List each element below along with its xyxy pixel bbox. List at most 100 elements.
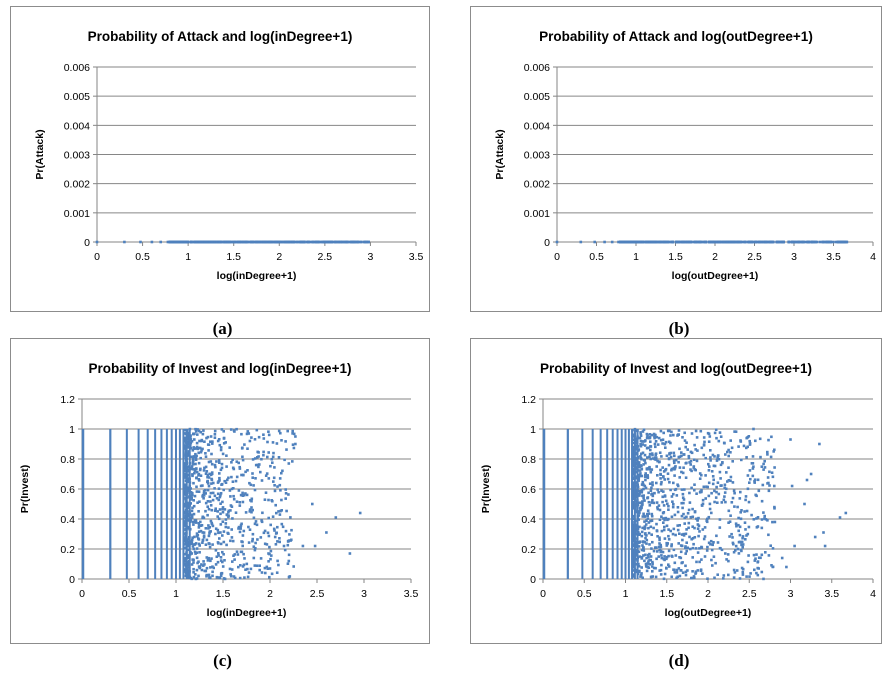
data-point xyxy=(217,576,221,579)
data-point xyxy=(662,475,665,479)
data-point xyxy=(186,527,190,530)
data-point xyxy=(263,542,267,546)
data-point xyxy=(674,458,678,462)
data-point xyxy=(650,533,653,536)
data-point xyxy=(240,540,243,543)
data-point xyxy=(643,514,646,518)
data-point xyxy=(183,240,186,244)
data-point xyxy=(655,501,659,504)
chart-title: Probability of Attack and log(outDegree+… xyxy=(539,29,813,44)
data-point xyxy=(294,442,297,446)
data-point xyxy=(686,448,689,451)
data-point xyxy=(724,487,728,491)
data-point xyxy=(658,508,662,512)
data-point xyxy=(210,477,213,481)
data-point xyxy=(200,438,204,442)
data-point xyxy=(657,240,660,244)
data-point xyxy=(660,515,663,518)
data-point xyxy=(194,552,197,555)
data-point xyxy=(767,438,770,442)
data-point xyxy=(716,541,720,544)
data-point xyxy=(245,562,249,566)
data-point xyxy=(219,574,223,577)
data-point xyxy=(287,493,290,496)
data-point xyxy=(208,532,211,535)
data-point xyxy=(726,240,729,244)
data-point xyxy=(224,240,227,244)
data-point xyxy=(698,477,702,480)
data-point xyxy=(677,429,681,432)
data-point xyxy=(184,487,187,490)
data-point xyxy=(773,520,777,524)
data-point xyxy=(691,556,694,559)
data-point xyxy=(344,240,348,244)
data-point xyxy=(232,575,236,578)
data-point xyxy=(239,524,243,527)
data-point xyxy=(221,510,225,514)
data-point xyxy=(277,456,281,459)
data-point xyxy=(199,467,202,471)
data-point xyxy=(745,446,748,450)
data-point xyxy=(646,474,649,477)
data-point xyxy=(743,240,747,244)
x-axis-label: log(outDegree+1) xyxy=(672,270,759,282)
data-point xyxy=(291,429,294,433)
data-point xyxy=(699,429,703,433)
data-point xyxy=(662,470,666,473)
data-point xyxy=(707,515,711,519)
data-point xyxy=(197,429,201,433)
data-point xyxy=(773,505,776,509)
data-point xyxy=(711,453,715,457)
y-tick-label: 0.005 xyxy=(524,91,550,103)
data-point xyxy=(831,240,834,244)
data-point xyxy=(187,489,190,493)
data-point xyxy=(279,240,282,244)
data-point xyxy=(640,503,644,506)
data-point xyxy=(760,499,764,503)
data-point xyxy=(218,240,221,244)
data-point xyxy=(760,465,764,468)
data-point xyxy=(634,476,638,480)
data-point xyxy=(189,441,193,445)
data-point xyxy=(654,452,658,455)
data-point xyxy=(632,451,636,454)
data-point xyxy=(644,553,647,557)
data-point xyxy=(721,240,725,244)
x-tick-label: 2 xyxy=(705,588,711,600)
data-point xyxy=(199,484,203,488)
y-tick-label: 0.006 xyxy=(64,62,90,74)
data-point xyxy=(747,500,751,504)
data-point xyxy=(745,456,748,459)
data-point xyxy=(202,429,205,432)
data-point xyxy=(741,240,744,244)
data-point xyxy=(255,564,259,567)
data-point xyxy=(311,240,315,244)
data-point xyxy=(727,559,730,563)
data-point xyxy=(334,240,338,244)
data-point xyxy=(665,557,668,561)
data-point xyxy=(715,534,718,538)
data-point xyxy=(715,459,719,462)
data-point xyxy=(709,456,712,459)
data-point xyxy=(643,527,646,531)
data-point xyxy=(184,474,187,477)
data-point xyxy=(648,543,651,546)
data-point xyxy=(661,550,665,554)
data-point xyxy=(194,573,197,576)
data-point xyxy=(634,470,638,473)
data-point xyxy=(637,518,640,521)
x-tick-label: 1.5 xyxy=(668,251,683,263)
data-point xyxy=(202,469,206,472)
data-point xyxy=(242,552,245,556)
data-point xyxy=(729,475,733,479)
data-point xyxy=(278,540,281,544)
data-point xyxy=(752,518,756,521)
data-point xyxy=(278,483,282,487)
x-tick-label: 2.5 xyxy=(310,588,325,600)
data-point xyxy=(695,436,699,439)
data-point xyxy=(197,478,201,481)
data-point xyxy=(246,575,250,579)
data-point xyxy=(218,443,222,447)
data-point xyxy=(700,446,704,450)
data-point xyxy=(672,503,675,506)
